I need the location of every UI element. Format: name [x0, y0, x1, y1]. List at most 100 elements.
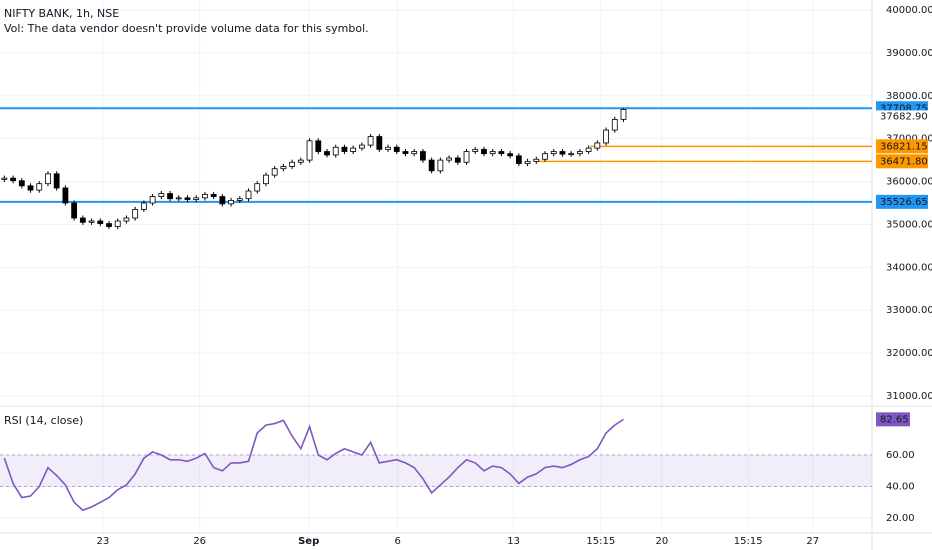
candle-body — [297, 159, 304, 163]
rsi-value-label: 82.65 — [880, 414, 909, 425]
level-label: 36471.80 — [880, 156, 928, 167]
candle-body — [402, 151, 409, 155]
candle-body — [184, 197, 191, 200]
candle-body — [280, 166, 287, 170]
candle-body — [454, 157, 461, 163]
rsi-title: RSI (14, close) — [4, 414, 83, 427]
candle-body — [97, 220, 104, 224]
y-tick-label: 31000.00 — [886, 391, 932, 402]
candle-body — [210, 194, 217, 197]
y-tick-label: 38000.00 — [886, 91, 932, 102]
candle-body — [524, 160, 531, 164]
candle-body — [88, 220, 95, 223]
candle-body — [620, 108, 627, 120]
candle-body — [489, 151, 496, 155]
candle-body — [149, 196, 156, 204]
candle-body — [437, 159, 444, 172]
candle-body — [263, 174, 269, 185]
y-tick-label: 37000.00 — [886, 134, 932, 145]
candle-body — [481, 148, 487, 155]
candle-body — [140, 202, 147, 210]
candle-body — [167, 193, 173, 200]
rsi-line — [3, 418, 624, 512]
y-tick-label: 35000.00 — [886, 219, 932, 230]
candle-body — [341, 146, 348, 152]
y-tick-label: 32000.00 — [886, 348, 932, 359]
candle-body — [79, 217, 86, 223]
candle-body — [27, 185, 34, 191]
last-price-bg — [876, 110, 928, 123]
candle-body — [158, 193, 165, 197]
level-label-box — [876, 194, 928, 209]
candle-body — [498, 151, 505, 155]
candle-body — [315, 140, 322, 152]
candle-body — [542, 153, 548, 160]
candle-body — [53, 173, 60, 189]
rsi-value-box — [876, 412, 910, 427]
y-tick-label: 36000.00 — [886, 177, 932, 188]
level-label-box — [876, 139, 928, 154]
candle-body — [568, 153, 575, 156]
rsi-band — [0, 455, 872, 487]
candle-body — [420, 151, 426, 161]
candle-body — [306, 140, 313, 161]
candle-body — [219, 196, 226, 205]
candle-body — [463, 151, 470, 163]
y-tick-label: 33000.00 — [886, 305, 932, 316]
candle-body — [603, 129, 609, 144]
volume-note: Vol: The data vendor doesn't provide vol… — [4, 22, 369, 35]
candle-body — [550, 151, 557, 155]
y-tick-label: 40000.00 — [886, 5, 932, 16]
candle-body — [36, 183, 43, 191]
candle-body — [106, 223, 112, 227]
x-tick-label: 15:15 — [734, 536, 763, 547]
y-tick-label: 40.00 — [886, 482, 915, 493]
candle-body — [611, 118, 618, 131]
candle-body — [45, 173, 51, 185]
candle-body — [376, 136, 383, 150]
candle-body — [254, 183, 261, 192]
candle-body — [515, 155, 522, 164]
candle-body — [559, 151, 566, 155]
candle-body — [428, 159, 435, 172]
candle-body — [123, 217, 130, 222]
level-label: 36821.15 — [880, 141, 928, 152]
x-tick-label: 26 — [193, 536, 206, 547]
candle-body — [245, 190, 252, 200]
x-tick-label: 6 — [394, 536, 400, 547]
candle-body — [585, 147, 592, 152]
level-label-box — [876, 154, 928, 169]
candle-body — [228, 200, 234, 205]
candle-body — [350, 147, 357, 152]
level-label: 37708.75 — [880, 103, 928, 114]
candle-body — [289, 161, 296, 167]
candle-body — [332, 146, 339, 156]
x-tick-label: 15:15 — [586, 536, 615, 547]
candle-body — [132, 209, 139, 219]
candle-body — [393, 146, 400, 152]
level-label: 35526.65 — [880, 197, 928, 208]
candle-body — [1, 177, 8, 180]
candle-body — [594, 142, 601, 149]
candle-body — [507, 153, 514, 157]
candle-body — [114, 220, 121, 227]
x-tick-label: Sep — [298, 536, 319, 547]
candle-body — [385, 146, 391, 150]
x-tick-label: 27 — [806, 536, 819, 547]
y-tick-label: 60.00 — [886, 450, 915, 461]
x-tick-label: 20 — [655, 536, 668, 547]
candle-body — [236, 198, 243, 201]
candle-body — [71, 202, 78, 219]
candle-body — [324, 151, 330, 156]
x-tick-label: 23 — [97, 536, 110, 547]
candle-body — [202, 194, 208, 199]
candle-body — [62, 187, 69, 204]
candle-body — [193, 197, 200, 200]
candle-body — [576, 151, 583, 155]
y-tick-label: 20.00 — [886, 513, 915, 524]
symbol-title: NIFTY BANK, 1h, NSE — [4, 7, 119, 20]
y-tick-label: 34000.00 — [886, 262, 932, 273]
candle-body — [411, 151, 418, 155]
